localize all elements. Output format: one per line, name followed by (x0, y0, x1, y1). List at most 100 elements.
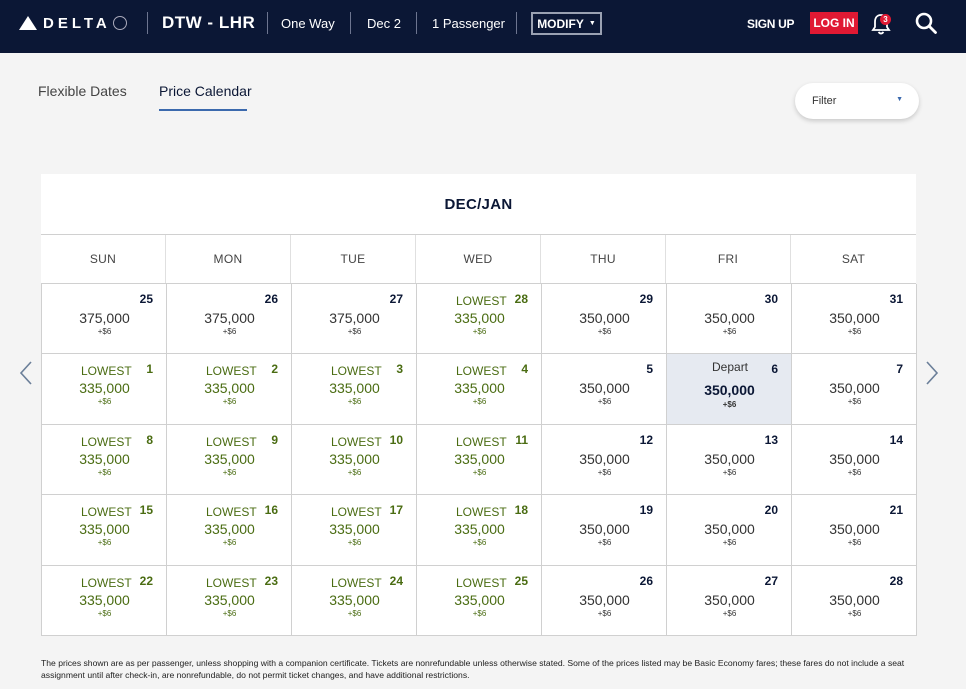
calendar-day-cell[interactable]: LOWEST 16 335,000 +$6 (167, 495, 292, 566)
calendar-day-cell[interactable]: 20 350,000 +$6 (667, 495, 792, 566)
calendar-day-cell[interactable]: 12 350,000 +$6 (542, 424, 667, 496)
miles-price: 335,000 (79, 521, 130, 538)
modify-button[interactable]: MODIFY ▼ (531, 12, 602, 35)
tax-fee: +$6 (472, 608, 487, 618)
calendar-day-cell[interactable]: 5 350,000 +$6 (542, 354, 667, 425)
tax-fee: +$6 (97, 538, 112, 548)
divider (416, 12, 417, 34)
day-number: 11 (515, 432, 528, 447)
day-number: 4 (521, 362, 528, 377)
calendar-day-cell[interactable]: LOWEST 4 335,000 +$6 (417, 354, 542, 425)
tab-flexible-dates[interactable]: Flexible Dates (38, 83, 127, 99)
day-number: 19 (639, 503, 653, 518)
next-week-button[interactable] (925, 360, 939, 386)
calendar-day-cell[interactable]: 21 350,000 +$6 (792, 495, 917, 566)
calendar-day-cell[interactable]: 19 350,000 +$6 (542, 495, 667, 566)
day-number: 31 (889, 292, 903, 306)
calendar-day-cell[interactable]: LOWEST 11 335,000 +$6 (417, 424, 542, 496)
day-number: 14 (889, 432, 903, 447)
brand-name: DELTA (43, 14, 111, 32)
notification-badge: 3 (880, 14, 891, 25)
calendar-day-cell[interactable]: LOWEST 17 335,000 +$6 (292, 495, 417, 566)
calendar-day-cell[interactable]: Depart 6 350,000 +$6 (667, 354, 792, 425)
calendar-day-cell[interactable]: 31 350,000 +$6 (792, 284, 917, 355)
miles-price: 350,000 (829, 380, 880, 397)
miles-price: 375,000 (79, 310, 130, 326)
weekday-label: WED (416, 235, 541, 283)
calendar-day-cell[interactable]: LOWEST 28 335,000 +$6 (417, 284, 542, 355)
day-number: 29 (639, 292, 653, 306)
log-in-button[interactable]: LOG IN (810, 12, 858, 34)
sign-up-link[interactable]: SIGN UP (747, 17, 795, 31)
delta-logo-icon (19, 16, 37, 30)
calendar-day-cell[interactable]: LOWEST 15 335,000 +$6 (42, 495, 167, 566)
previous-week-button[interactable] (19, 360, 33, 386)
calendar-day-cell[interactable]: 30 350,000 +$6 (667, 284, 792, 355)
day-number: 6 (771, 362, 778, 377)
miles-price: 375,000 (329, 310, 380, 326)
calendar-day-cell[interactable]: LOWEST 3 335,000 +$6 (292, 354, 417, 425)
lowest-fare-label: LOWEST (331, 575, 382, 590)
miles-price: 335,000 (329, 450, 380, 467)
delta-logo[interactable]: DELTA (19, 13, 127, 33)
chevron-left-icon (19, 361, 32, 385)
day-number: 13 (764, 432, 778, 447)
tax-fee: +$6 (847, 538, 862, 548)
calendar-day-cell[interactable]: LOWEST 9 335,000 +$6 (167, 424, 292, 496)
search-icon[interactable] (914, 11, 938, 35)
calendar-day-cell[interactable]: LOWEST 25 335,000 +$6 (417, 565, 542, 636)
calendar-day-cell[interactable]: 26 350,000 +$6 (542, 565, 667, 636)
tax-fee: +$6 (222, 538, 237, 548)
calendar-day-cell[interactable]: LOWEST 10 335,000 +$6 (292, 424, 417, 496)
miles-price: 375,000 (204, 310, 255, 326)
filter-dropdown[interactable]: Filter ▼ (795, 83, 919, 119)
calendar-day-cell[interactable]: 26 375,000 +$6 (167, 284, 292, 355)
calendar-day-cell[interactable]: 13 350,000 +$6 (667, 424, 792, 496)
miles-price: 350,000 (829, 450, 880, 467)
calendar-day-cell[interactable]: LOWEST 8 335,000 +$6 (42, 424, 167, 496)
calendar-day-cell[interactable]: LOWEST 18 335,000 +$6 (417, 495, 542, 566)
calendar-day-cell[interactable]: LOWEST 1 335,000 +$6 (42, 354, 167, 425)
calendar-day-cell[interactable]: 29 350,000 +$6 (542, 284, 667, 355)
calendar-day-cell[interactable]: 7 350,000 +$6 (792, 354, 917, 425)
calendar-day-cell[interactable]: LOWEST 24 335,000 +$6 (292, 565, 417, 636)
miles-price: 350,000 (579, 380, 630, 397)
calendar-day-cell[interactable]: LOWEST 2 335,000 +$6 (167, 354, 292, 425)
calendar-day-cell[interactable]: 14 350,000 +$6 (792, 424, 917, 496)
calendar-day-cell[interactable]: 25 375,000 +$6 (42, 284, 167, 355)
calendar-day-cell[interactable]: LOWEST 22 335,000 +$6 (42, 565, 167, 636)
calendar-day-cell[interactable]: 27 375,000 +$6 (292, 284, 417, 355)
miles-price: 335,000 (204, 380, 255, 397)
miles-price: 350,000 (579, 310, 630, 326)
tax-fee: +$6 (847, 608, 862, 618)
lowest-fare-label: LOWEST (81, 434, 132, 449)
lowest-fare-label: LOWEST (331, 505, 382, 520)
tax-fee: +$6 (847, 397, 862, 407)
miles-price: 335,000 (454, 380, 505, 397)
day-number: 25 (139, 292, 153, 306)
tax-fee: +$6 (347, 608, 362, 618)
calendar-day-cell[interactable]: 27 350,000 +$6 (667, 565, 792, 636)
lowest-fare-label: LOWEST (456, 505, 507, 520)
miles-price: 335,000 (329, 380, 380, 397)
day-number: 22 (139, 573, 153, 588)
day-number: 20 (764, 503, 778, 518)
month-label: DEC/JAN (41, 174, 916, 235)
miles-price: 350,000 (829, 521, 880, 538)
calendar-day-cell[interactable]: 28 350,000 +$6 (792, 565, 917, 636)
day-number: 1 (146, 362, 153, 377)
miles-price: 335,000 (204, 521, 255, 538)
tax-fee: +$6 (472, 538, 487, 548)
tax-fee: +$6 (97, 397, 112, 407)
tax-fee: +$6 (597, 327, 612, 336)
calendar-day-cell[interactable]: LOWEST 23 335,000 +$6 (167, 565, 292, 636)
miles-price: 335,000 (79, 450, 130, 467)
day-number: 23 (264, 573, 278, 588)
tax-fee: +$6 (597, 467, 612, 477)
tab-price-calendar[interactable]: Price Calendar (159, 83, 252, 99)
lowest-fare-label: LOWEST (456, 575, 507, 590)
lowest-fare-label: LOWEST (456, 294, 507, 308)
tax-fee: +$6 (222, 467, 237, 477)
lowest-fare-label: LOWEST (206, 575, 257, 590)
tax-fee: +$6 (222, 397, 237, 407)
